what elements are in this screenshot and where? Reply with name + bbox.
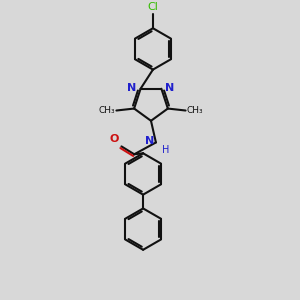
Text: H: H xyxy=(162,146,169,155)
Text: N: N xyxy=(165,83,175,93)
Text: N: N xyxy=(128,83,136,93)
Text: CH₃: CH₃ xyxy=(187,106,203,115)
Text: Cl: Cl xyxy=(148,2,158,11)
Text: N: N xyxy=(145,136,154,146)
Text: CH₃: CH₃ xyxy=(99,106,116,115)
Text: O: O xyxy=(109,134,119,144)
